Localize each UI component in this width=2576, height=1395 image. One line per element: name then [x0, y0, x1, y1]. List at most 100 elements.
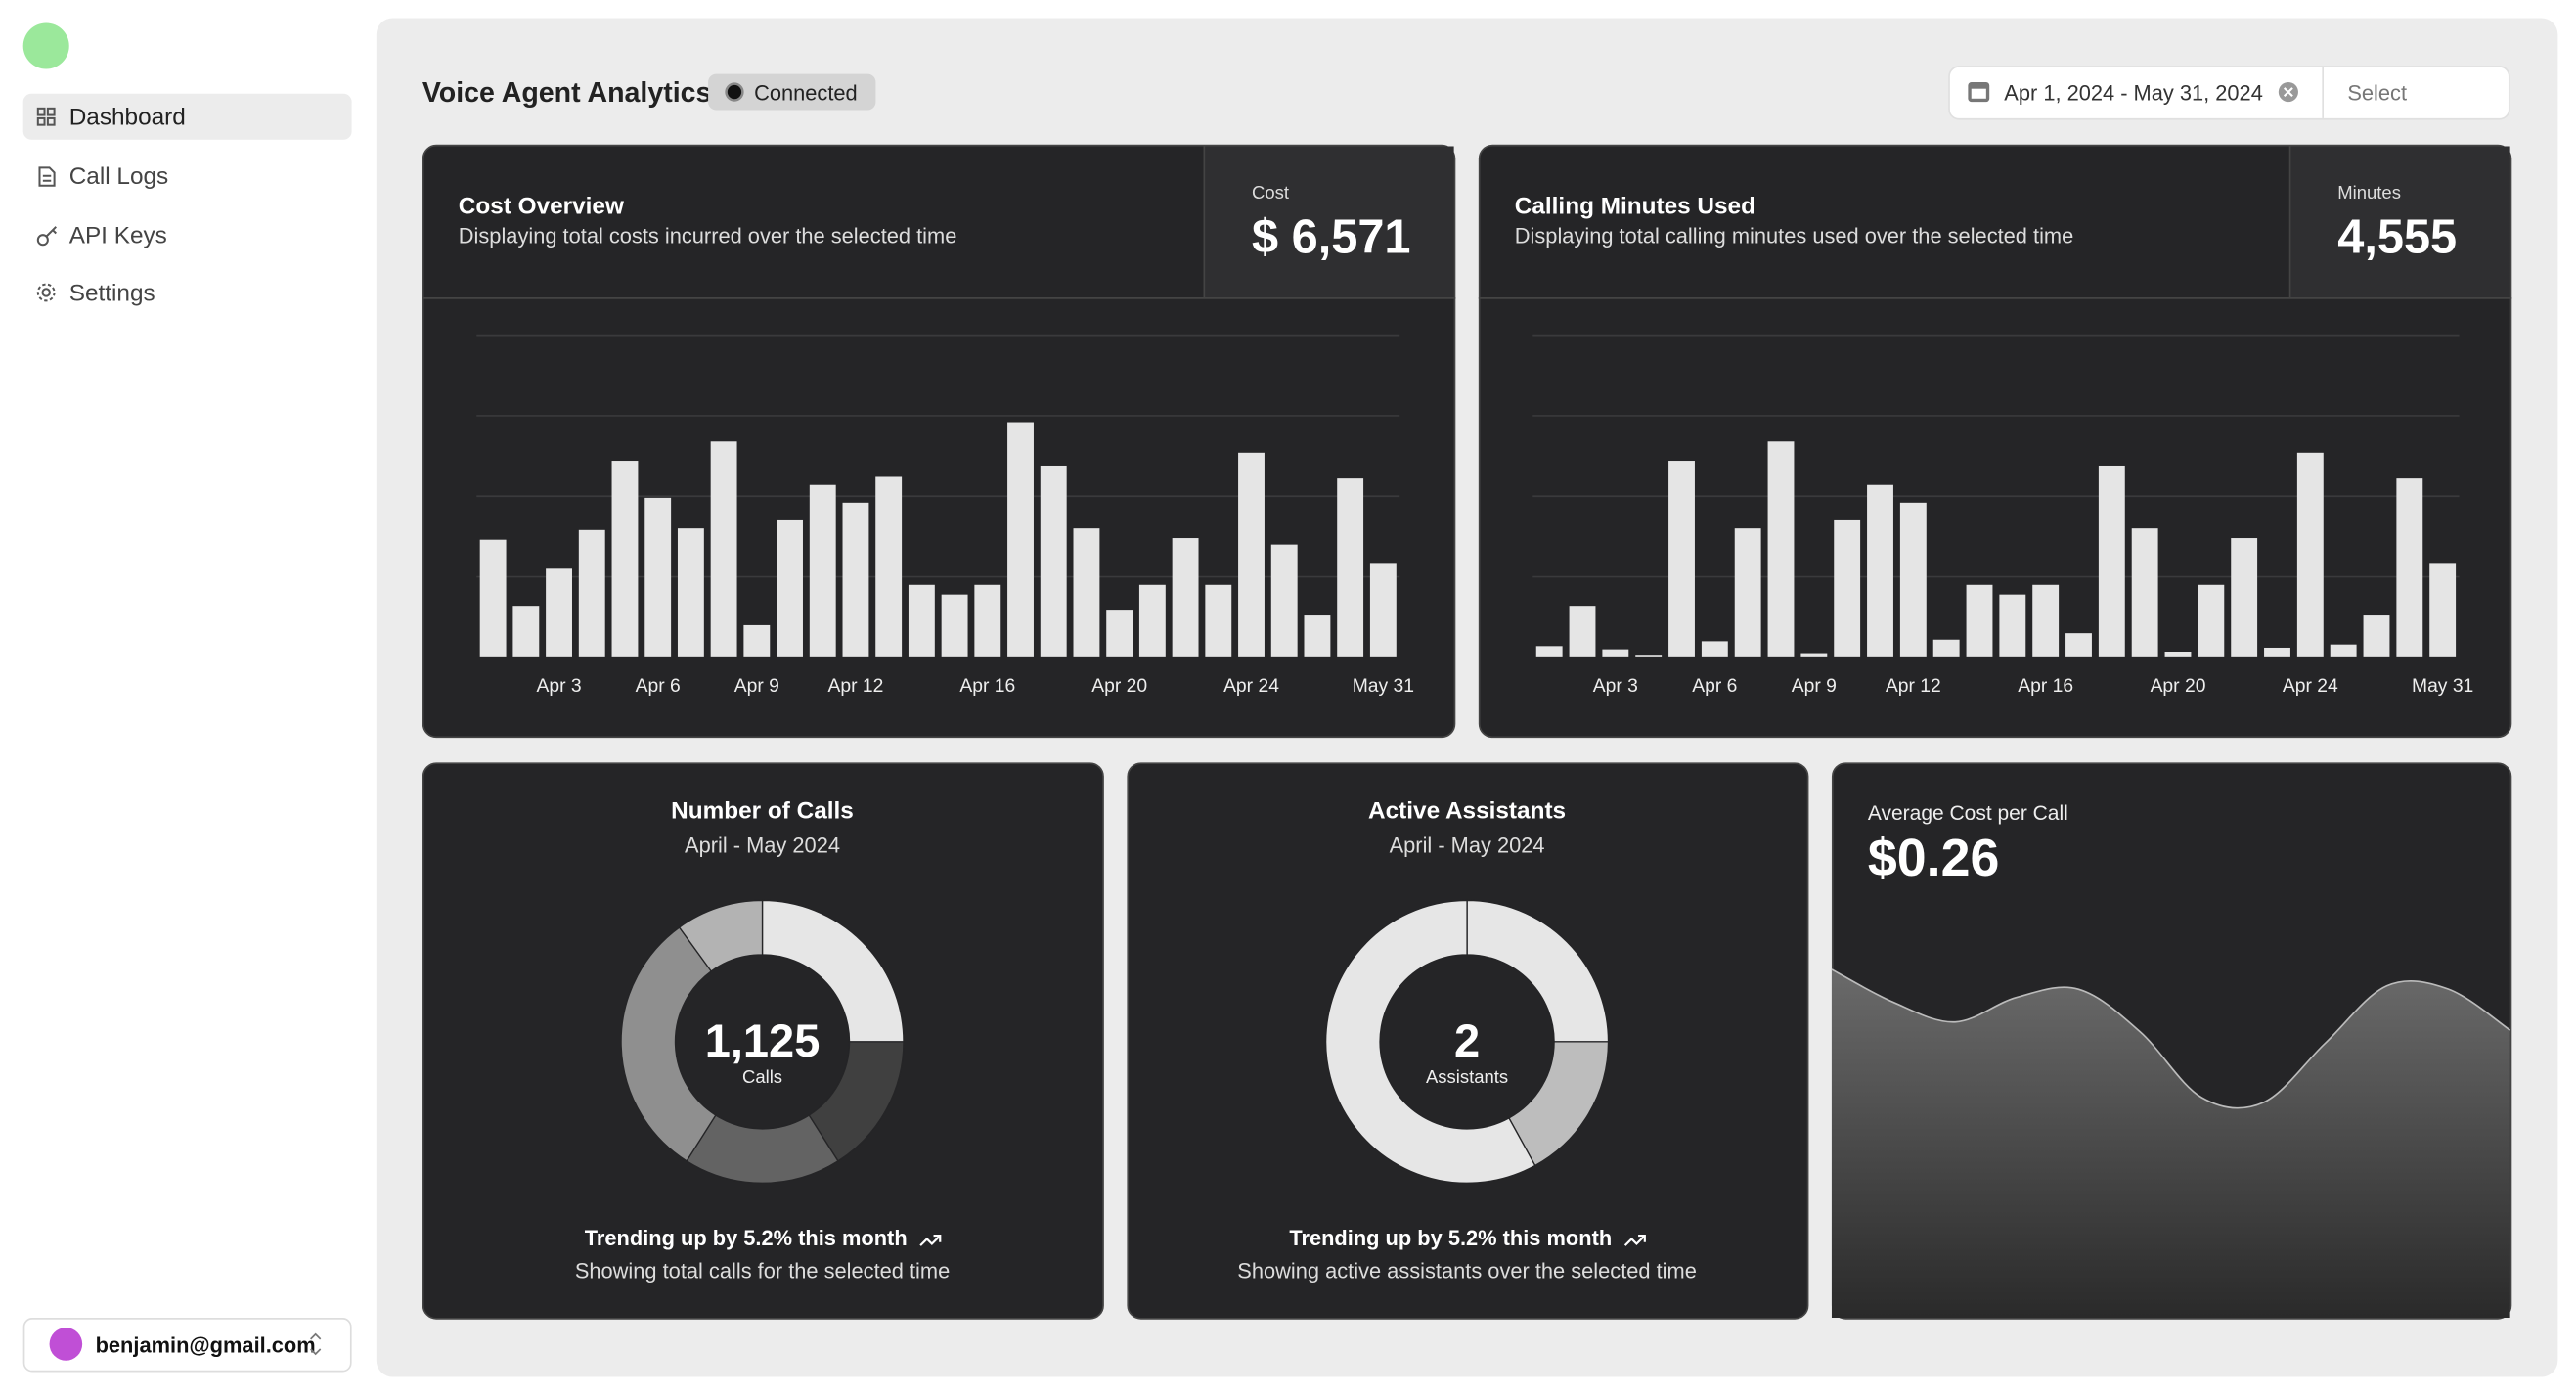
stat-value: 4,555 [2337, 211, 2457, 264]
bar [1337, 478, 1364, 657]
select[interactable]: Select [2347, 80, 2407, 105]
status-badge [708, 73, 876, 111]
nav-icons [36, 107, 57, 302]
donut-slice [678, 899, 764, 972]
bar [777, 519, 803, 657]
x-tick-label: Apr 20 [2151, 676, 2206, 697]
nav-item[interactable]: API Keys [69, 223, 167, 249]
x-tick-label: May 31 [1353, 676, 1414, 697]
bar [1073, 528, 1100, 657]
stat-label: Minutes [2337, 182, 2401, 202]
donut-slice [1466, 899, 1610, 1043]
x-tick-label: Apr 12 [828, 676, 884, 697]
x-tick-label: Apr 20 [1091, 676, 1147, 697]
bar [546, 568, 572, 657]
bar [1205, 584, 1232, 657]
x-tick-label: Apr 9 [734, 676, 779, 697]
center-label: Calls [742, 1066, 782, 1087]
status-dot [725, 82, 744, 102]
donut-slice [1324, 899, 1536, 1184]
card-title: Calling Minutes Used [1515, 193, 1755, 219]
bar [479, 539, 507, 657]
bar [974, 584, 1001, 657]
x-tick-label: Apr 3 [536, 676, 581, 697]
bar [1867, 484, 1893, 657]
x-tick-label: Apr 16 [2018, 676, 2073, 697]
bar [941, 594, 968, 657]
chevron [310, 1332, 322, 1356]
bar [1767, 441, 1795, 657]
x-tick-label: Apr 12 [1886, 676, 1941, 697]
stat-value: $ 6,571 [1252, 211, 1410, 264]
trend-icon [1623, 1234, 1646, 1246]
calendar-icon [1968, 81, 1990, 103]
bar [2429, 563, 2457, 657]
bar [875, 476, 903, 657]
bar [2098, 465, 2125, 657]
card-footer: Showing active assistants over the selec… [1237, 1259, 1697, 1283]
bar [2264, 647, 2290, 657]
bar [1602, 649, 1629, 657]
bar [710, 441, 737, 657]
bar [2363, 615, 2390, 657]
bar [2032, 584, 2060, 657]
bar [1668, 461, 1695, 657]
bar [842, 502, 869, 657]
bar [1701, 641, 1728, 657]
card-subtitle: April - May 2024 [1390, 833, 1545, 858]
area-line [1831, 968, 2511, 1109]
bar [1999, 594, 2026, 657]
bar [1270, 544, 1298, 657]
nav-item[interactable]: Settings [69, 280, 155, 306]
bar [1734, 528, 1761, 657]
bar [644, 497, 672, 657]
x-tick-label: Apr 16 [959, 676, 1015, 697]
x-tick-label: Apr 24 [1223, 676, 1279, 697]
stat-label: Average Cost per Call [1868, 802, 2068, 825]
x-tick-label: Apr 24 [2283, 676, 2338, 697]
stat-box [1204, 146, 1454, 298]
card-title: Number of Calls [671, 797, 854, 824]
status-text: Connected [754, 80, 858, 105]
bar [1569, 606, 1596, 657]
bar [1535, 646, 1563, 657]
card-footer: Showing total calls for the selected tim… [575, 1259, 950, 1283]
bar [578, 529, 605, 657]
logo[interactable] [22, 22, 69, 69]
bar [2330, 644, 2357, 657]
card [422, 762, 1104, 1320]
bar [1834, 519, 1861, 657]
bar [1007, 422, 1034, 657]
bar [677, 528, 704, 657]
nav-active-bg [22, 93, 352, 140]
x-tick-label: May 31 [2412, 676, 2473, 697]
stat-value: $0.26 [1868, 829, 1999, 887]
page-title: Voice Agent Analytics [422, 77, 712, 109]
x-tick-label: Apr 9 [1792, 676, 1837, 697]
trend: Trending up by 5.2% this month [585, 1226, 908, 1250]
avatar [49, 1328, 83, 1361]
center-label: Assistants [1426, 1066, 1508, 1087]
user-menu[interactable] [22, 1318, 352, 1372]
bar [2396, 478, 2423, 657]
trend: Trending up by 5.2% this month [1289, 1226, 1612, 1250]
center-value: 1,125 [705, 1014, 821, 1066]
card-description: Displaying total costs incurred over the… [459, 224, 957, 248]
nav-item[interactable]: Dashboard [69, 105, 186, 131]
date-picker[interactable] [1948, 66, 2510, 120]
bar [1172, 538, 1199, 657]
clear-icon[interactable] [2278, 81, 2298, 103]
x-tick-label: Apr 6 [636, 676, 681, 697]
bar [2065, 633, 2092, 657]
bar [908, 584, 935, 657]
date-range[interactable]: Apr 1, 2024 - May 31, 2024 [2004, 80, 2263, 105]
card [1127, 762, 1809, 1320]
bar [2131, 528, 2158, 657]
bar [611, 461, 639, 657]
nav-item[interactable]: Call Logs [69, 163, 169, 190]
bar [743, 624, 771, 657]
area [1831, 968, 2510, 1319]
card-subtitle: April - May 2024 [685, 833, 840, 858]
bar [2231, 538, 2258, 657]
